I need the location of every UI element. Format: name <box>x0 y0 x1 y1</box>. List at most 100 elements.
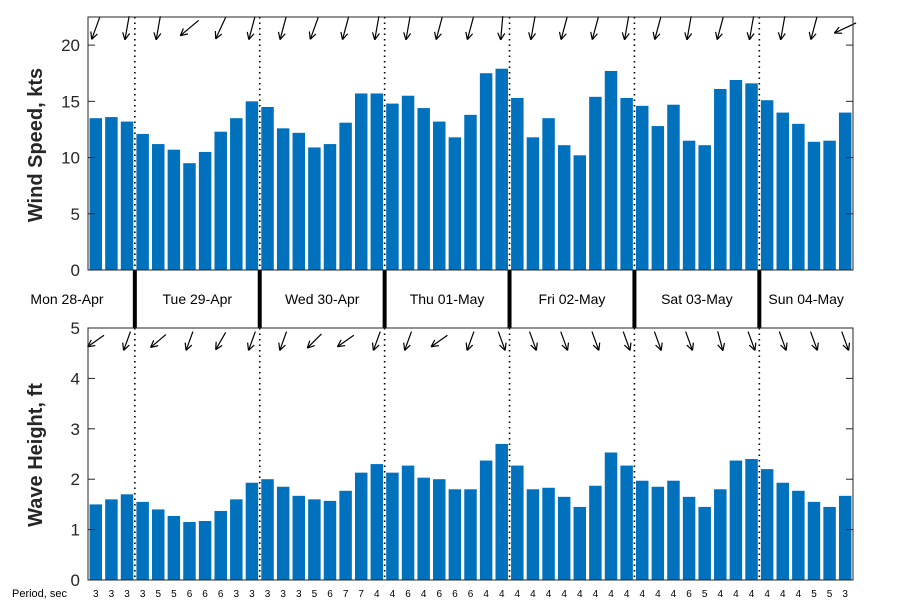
wind-speed-bar <box>417 108 430 270</box>
wind-speed-bar <box>682 140 696 270</box>
wave-period-value: 4 <box>608 589 614 600</box>
wind-speed-bar <box>89 118 103 270</box>
wind-speed-bars <box>89 68 852 271</box>
wave-height-bars <box>89 443 852 580</box>
wind-direction-arrow <box>179 19 200 37</box>
wave-height-bar <box>183 522 196 580</box>
wind-direction-arrow <box>214 16 227 40</box>
wave-height-tick-label: 2 <box>71 470 80 489</box>
wave-height-bar <box>807 501 821 580</box>
wave-period-value: 4 <box>639 589 645 600</box>
wave-height-bar <box>651 486 665 580</box>
wave-period-value: 6 <box>436 589 442 600</box>
wave-direction-arrow <box>653 331 663 351</box>
wave-direction-arrow <box>841 331 851 351</box>
wind-speed-bar <box>198 151 212 270</box>
wave-height-bar <box>89 504 103 580</box>
wave-direction-arrow <box>122 331 132 351</box>
wind-speed-bar <box>526 137 540 270</box>
wind-speed-tick-label: 15 <box>61 92 80 111</box>
wave-direction-arrow <box>336 334 355 348</box>
wind-direction-arrow <box>277 16 287 40</box>
wave-period-value: 4 <box>655 589 661 600</box>
wave-height-bar <box>745 459 758 580</box>
wave-height-axis-label: Wave Height, ft <box>25 383 47 527</box>
day-label: Sat 03-May <box>661 291 733 307</box>
wave-height-bar <box>729 460 743 580</box>
wind-speed-axis-label: Wind Speed, kts <box>25 68 47 222</box>
wave-direction-arrow <box>560 331 570 351</box>
wind-speed-bar <box>214 131 227 270</box>
wave-period-value: 5 <box>312 589 318 600</box>
wave-period-value: 3 <box>124 589 130 600</box>
wind-speed-bar <box>807 141 821 270</box>
wave-direction-arrows <box>87 331 851 352</box>
wave-period-value: 6 <box>327 589 333 600</box>
wave-period-value: 4 <box>546 589 552 600</box>
wave-period-value: 7 <box>343 589 349 600</box>
wave-period-value: 4 <box>577 589 583 600</box>
wind-speed-bar <box>479 73 493 270</box>
wave-period-value: 4 <box>749 589 755 600</box>
wind-speed-bar <box>339 122 352 270</box>
wave-height-bar <box>604 452 618 580</box>
wave-height-bar <box>823 506 836 580</box>
wind-speed-bar <box>792 123 805 270</box>
wave-height-bar <box>698 506 711 580</box>
wave-period-value: 4 <box>624 589 630 600</box>
wave-period-value: 6 <box>218 589 224 600</box>
wave-period-value: 6 <box>686 589 692 600</box>
wave-height-bar <box>448 489 462 580</box>
wave-height-tick-label: 5 <box>71 319 80 338</box>
wave-height-bar <box>386 472 399 580</box>
wave-period-value: 6 <box>202 589 208 600</box>
wave-period-value: 4 <box>796 589 802 600</box>
wave-height-panel: Wave Height, ft 0 1 2 3 4 5 <box>25 319 853 590</box>
wave-height-bar <box>635 480 649 580</box>
day-strip: Mon 28-Apr Tue 29-Apr Wed 30-Apr Thu 01-May… <box>30 291 843 307</box>
wind-speed-bar <box>620 97 633 271</box>
wind-direction-arrow <box>590 16 600 40</box>
wind-speed-tick-label: 20 <box>61 36 80 55</box>
day-label: Fri 02-May <box>539 291 606 307</box>
wind-speed-bar <box>354 93 368 271</box>
wind-direction-arrow <box>746 16 755 41</box>
wave-height-bar <box>339 490 352 580</box>
wind-direction-arrow <box>715 16 724 40</box>
wave-period-value: 3 <box>109 589 115 600</box>
wave-height-bar <box>370 464 384 580</box>
wind-direction-arrow <box>777 16 786 41</box>
wave-period-value: 5 <box>811 589 817 600</box>
wind-speed-bar <box>105 117 118 270</box>
day-label: Tue 29-Apr <box>163 291 233 307</box>
wind-direction-arrow <box>808 16 818 40</box>
period-label: Period, sec <box>12 588 68 600</box>
wave-height-tick-label: 1 <box>71 521 80 540</box>
wind-speed-bar <box>745 83 758 270</box>
wind-direction-arrow <box>403 16 412 41</box>
wave-direction-arrow <box>278 331 288 351</box>
wave-height-bar <box>589 485 602 580</box>
wave-period-value: 5 <box>702 589 708 600</box>
wave-direction-arrow <box>403 331 413 351</box>
wind-speed-bar <box>401 95 415 271</box>
wind-speed-bar <box>120 121 134 270</box>
wave-height-bar <box>308 499 321 580</box>
wave-period-value: 4 <box>374 589 380 600</box>
wind-speed-bar <box>448 137 462 270</box>
wave-height-bar <box>682 496 696 580</box>
wave-height-bar <box>620 465 633 580</box>
wind-direction-arrow <box>558 16 568 40</box>
wave-period-value: 6 <box>187 589 193 600</box>
wind-direction-arrow <box>122 16 131 41</box>
wave-direction-arrow <box>465 331 475 351</box>
wind-speed-bar <box>386 103 399 270</box>
wind-speed-bar <box>776 112 789 270</box>
wind-direction-arrows <box>90 15 857 41</box>
wave-height-bar <box>198 521 212 580</box>
wave-period-value: 3 <box>296 589 302 600</box>
wind-speed-bar <box>433 121 446 270</box>
wind-speed-panel: Wind Speed, kts 0 5 10 15 20 <box>25 15 857 280</box>
wave-period-value: 4 <box>390 589 396 600</box>
